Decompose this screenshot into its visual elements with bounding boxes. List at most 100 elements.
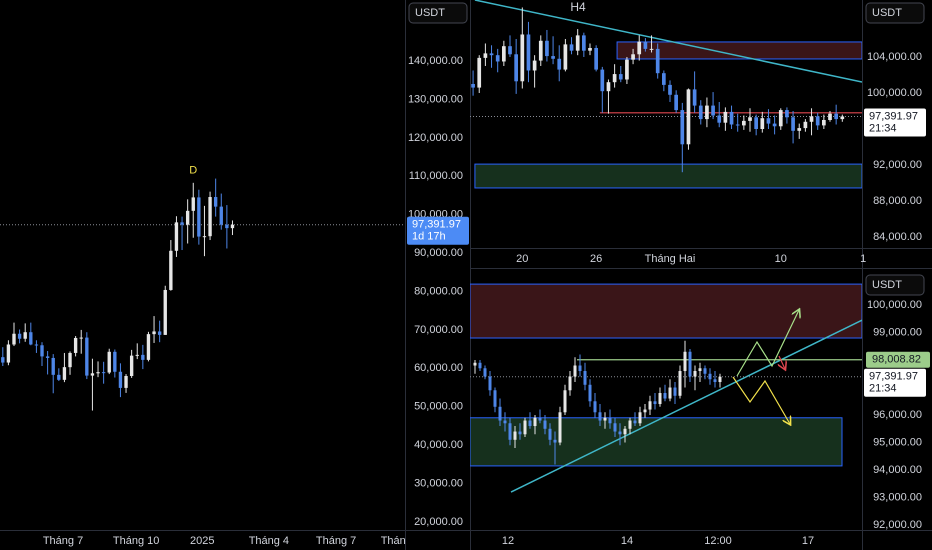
price-tag-label: 97,391.97 xyxy=(869,110,918,122)
countdown-label: 21:34 xyxy=(869,122,897,134)
candle-body xyxy=(711,105,715,116)
candle-body xyxy=(803,121,808,129)
candle-body xyxy=(653,401,657,405)
candle-body xyxy=(523,420,527,435)
y-tick-label: 120,000.00 xyxy=(408,132,463,144)
candle-body xyxy=(797,128,802,131)
candle-body xyxy=(778,110,783,127)
candle-body xyxy=(643,409,647,413)
candle-body xyxy=(625,59,629,80)
candle-body xyxy=(514,54,518,82)
candle-body xyxy=(583,371,587,385)
candle-body xyxy=(545,40,549,57)
currency-box xyxy=(865,274,925,296)
currency-box xyxy=(408,2,468,24)
candle-body xyxy=(785,110,789,118)
candle-body xyxy=(643,41,648,49)
y-tick-label: 93,000.00 xyxy=(873,491,922,503)
panel: D 140,000.00 130,000.00 120,000.00 110,000.0… xyxy=(0,2,469,547)
candle-body xyxy=(655,48,660,74)
countdown-label: 1d 17h xyxy=(412,231,446,243)
candle-body xyxy=(809,116,814,122)
y-tick-label: 99,000.00 xyxy=(873,326,922,338)
candle-body xyxy=(62,367,67,380)
candle-body xyxy=(174,222,179,251)
candle-body xyxy=(477,57,482,88)
candle-body xyxy=(658,393,662,405)
candle-body xyxy=(495,55,500,62)
candle-body xyxy=(197,197,201,237)
currency-label: USDT xyxy=(872,279,902,291)
y-tick-label: 100,000.00 xyxy=(867,299,922,311)
x-tick-label: 26 xyxy=(590,253,602,265)
candle-body xyxy=(686,89,691,145)
y-tick-label: 70,000.00 xyxy=(414,324,463,336)
x-tick-label: Tháng 4 xyxy=(249,535,289,547)
chart-title: H4 xyxy=(570,0,586,14)
candle-body xyxy=(538,40,543,61)
plot-area xyxy=(0,178,405,411)
candle-body xyxy=(85,337,89,376)
candle-body xyxy=(157,331,162,335)
candle-body xyxy=(1,357,5,363)
candle-body xyxy=(573,365,577,377)
candle-body xyxy=(748,117,752,121)
candle-body xyxy=(473,362,477,366)
candle-body xyxy=(680,110,685,145)
candle-body xyxy=(113,351,117,372)
candle-body xyxy=(729,111,734,125)
candle-body xyxy=(673,387,677,396)
candle-body xyxy=(225,224,229,229)
candle-body xyxy=(791,117,795,131)
candle-body xyxy=(603,417,607,421)
candle-body xyxy=(678,371,682,396)
candle-body xyxy=(488,376,492,391)
candle-body xyxy=(735,124,740,126)
candle-body xyxy=(588,384,592,402)
candle-body xyxy=(698,368,702,372)
candle-body xyxy=(631,54,635,60)
candle-body xyxy=(208,197,212,237)
trendline xyxy=(474,0,862,83)
candle-body xyxy=(717,115,722,123)
candle-body xyxy=(152,331,156,335)
rejection-arrow xyxy=(779,355,785,369)
y-tick-label: 140,000.00 xyxy=(408,55,463,67)
zone xyxy=(474,163,862,189)
candle-body xyxy=(568,376,572,391)
candle-body xyxy=(532,60,537,71)
y-tick-label: 20,000.00 xyxy=(414,516,463,528)
zone xyxy=(470,283,862,339)
candle-body xyxy=(563,44,568,70)
candle-body xyxy=(613,423,617,432)
x-tick-label: Tháng 7 xyxy=(316,535,356,547)
x-tick-label: Tháng 10 xyxy=(113,535,159,547)
y-tick-label: 60,000.00 xyxy=(414,362,463,374)
countdown-label: 21:34 xyxy=(869,383,897,395)
candle-body xyxy=(478,362,482,369)
y-tick-label: 96,000.00 xyxy=(873,409,922,421)
candle-body xyxy=(118,371,123,388)
candle-body xyxy=(483,53,488,58)
candle-body xyxy=(668,387,672,399)
candle-body xyxy=(718,376,722,383)
candle-body xyxy=(107,351,111,373)
x-tick-label: 1 xyxy=(860,253,866,265)
candle-body xyxy=(723,111,728,123)
candle-body xyxy=(17,333,22,339)
x-tick-label: 17 xyxy=(802,535,814,547)
candle-body xyxy=(834,113,838,120)
x-tick-label: 14 xyxy=(621,535,633,547)
panel: 100,000.00 99,000.00 96,000.00 95,000.00 94,… xyxy=(470,274,930,547)
candle-body xyxy=(169,250,173,290)
candle-body xyxy=(68,352,72,368)
candle-body xyxy=(668,84,672,95)
candle-body xyxy=(51,357,55,375)
candle-body xyxy=(213,197,218,207)
candle-body xyxy=(606,82,611,92)
candle-body xyxy=(6,344,11,363)
candle-body xyxy=(815,116,820,126)
candle-body xyxy=(693,371,697,377)
candle-body xyxy=(557,58,562,70)
